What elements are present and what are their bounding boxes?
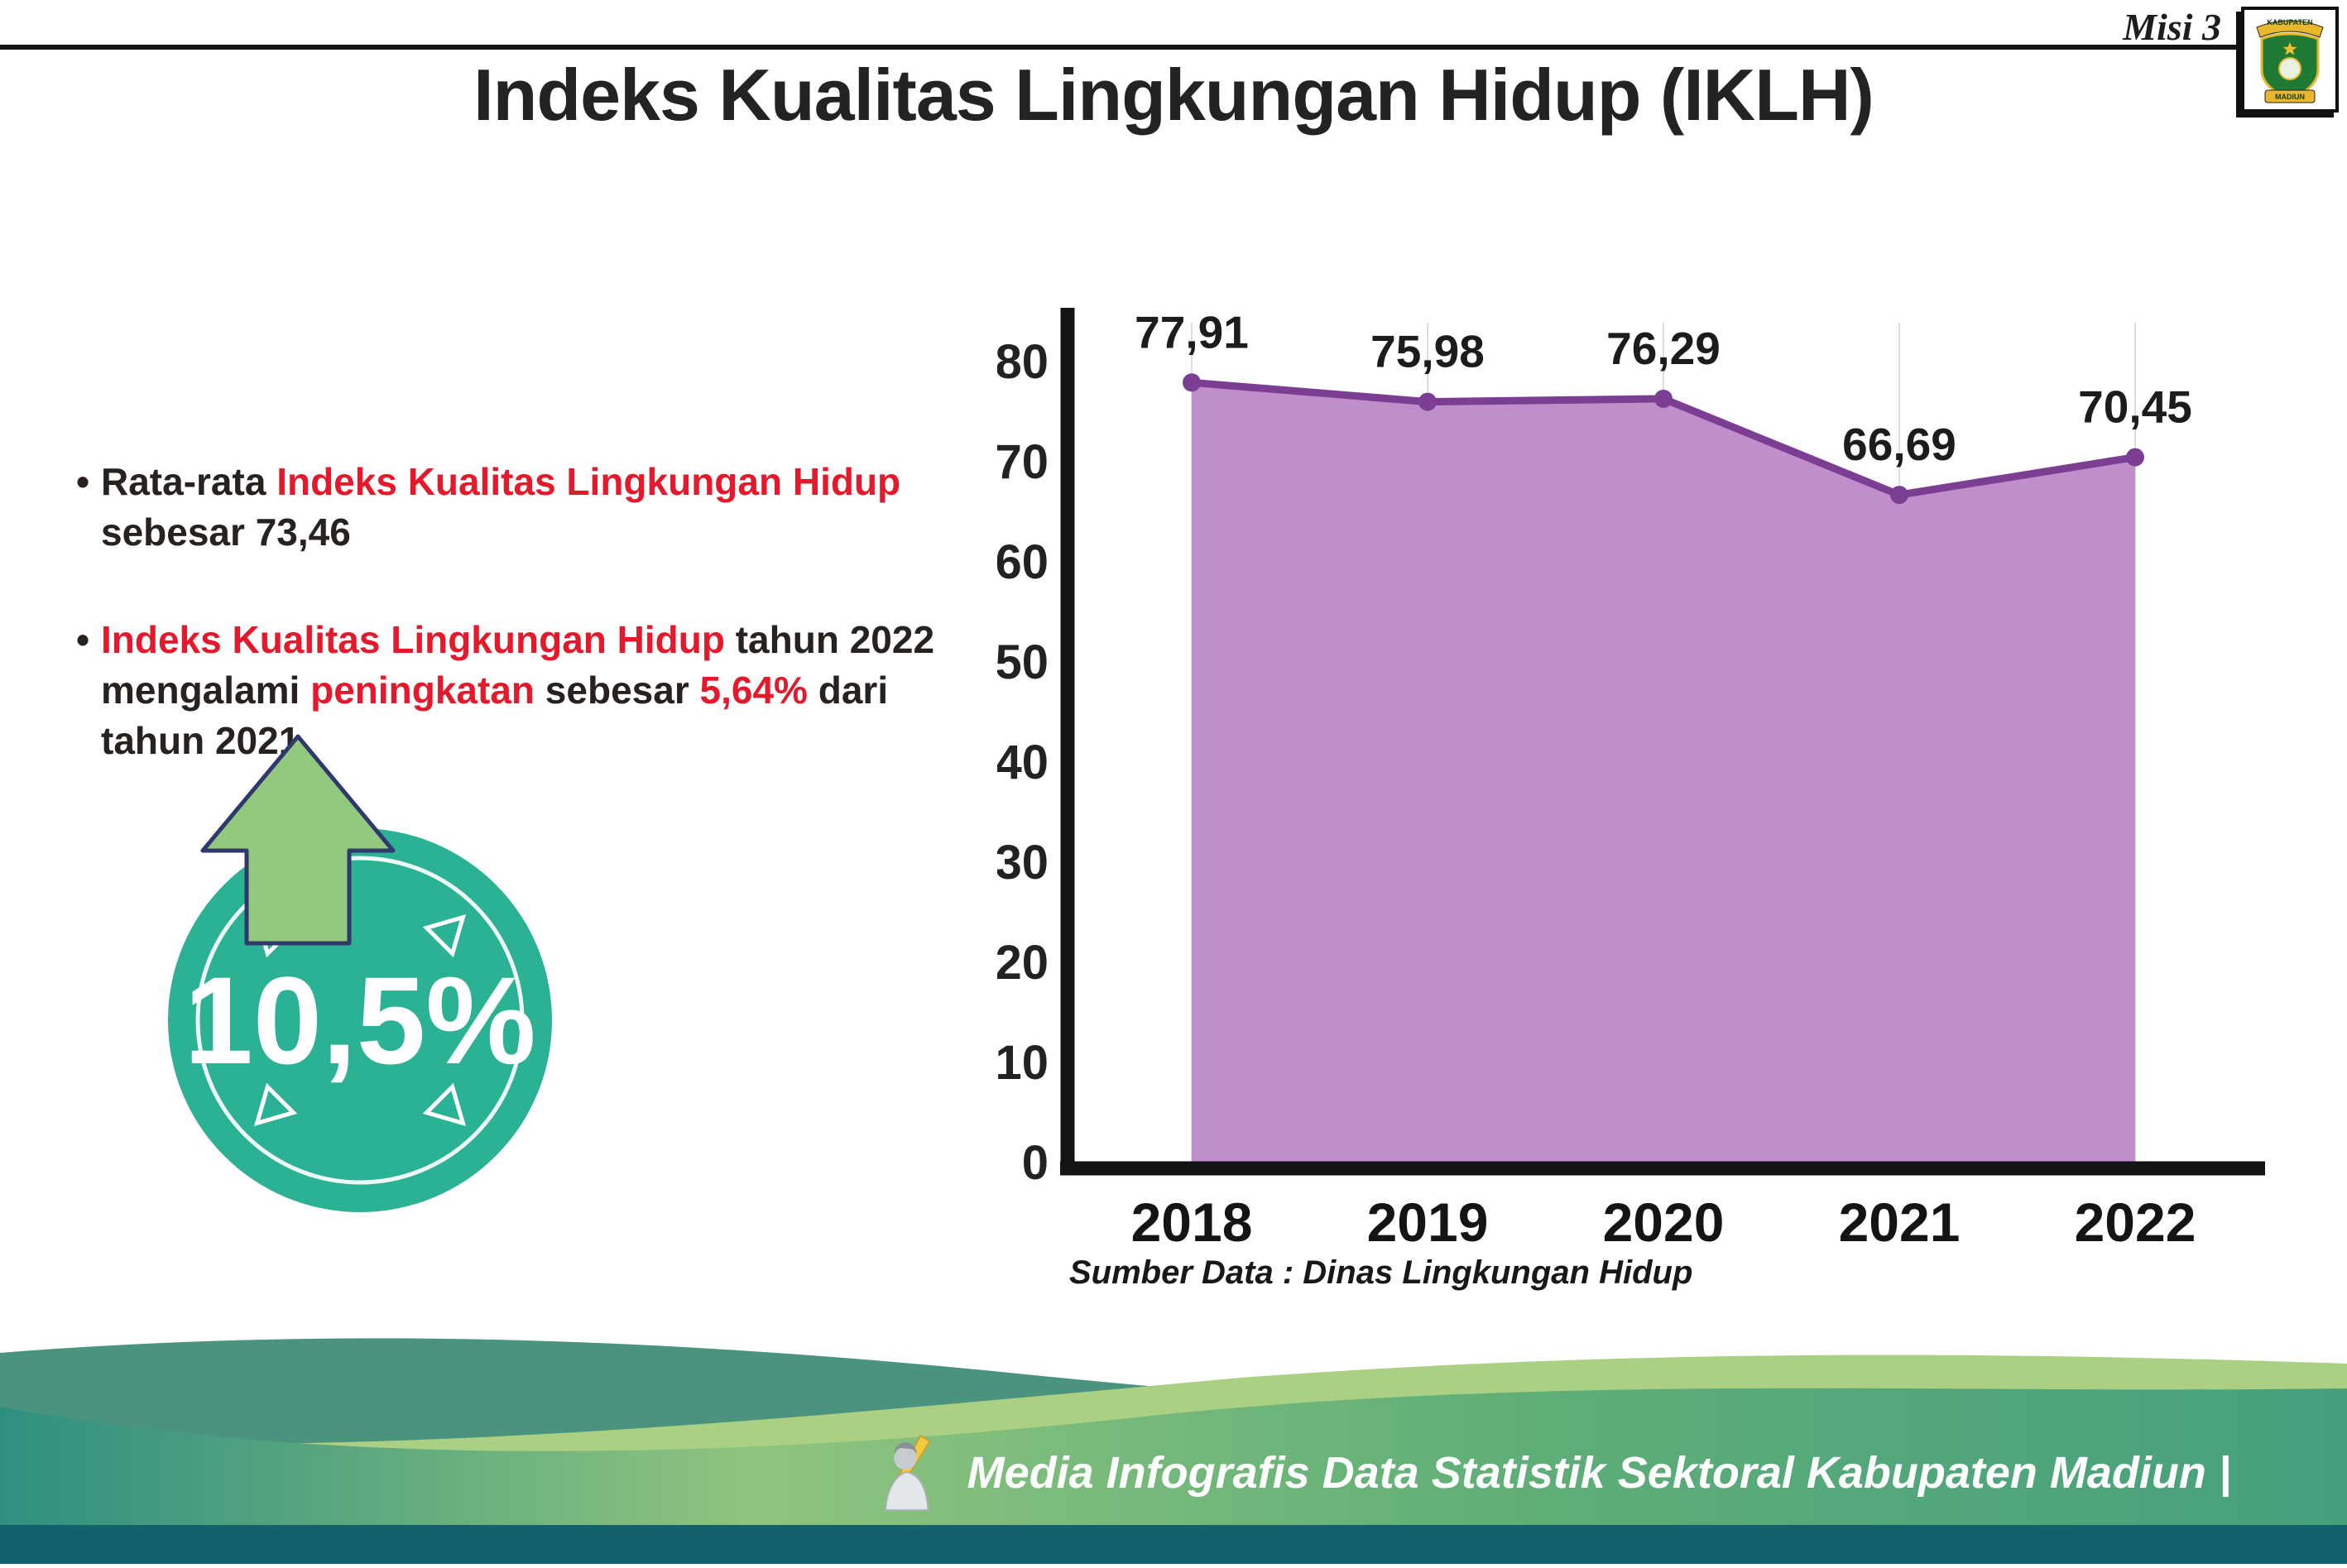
svg-text:2019: 2019 (1367, 1192, 1489, 1253)
svg-text:30: 30 (997, 836, 1049, 889)
bullet-increase-2022: • Indeks Kualitas Lingkungan Hidup tahun … (76, 615, 970, 765)
bullet2-seg2: tahun 2022 mengalami (101, 618, 935, 712)
svg-text:60: 60 (997, 535, 1049, 589)
bullet1-seg3: sebesar 73,46 (101, 510, 351, 554)
logo-banner-bottom: MADIUN (2275, 93, 2305, 101)
bullet2-seg5: 5,64% (699, 669, 808, 712)
bullet2-seg6: dari tahun 2021 (101, 669, 889, 762)
badge-value: 10,5% (184, 951, 535, 1090)
svg-text:77,91: 77,91 (1135, 306, 1249, 357)
svg-text:10: 10 (997, 1036, 1049, 1090)
svg-text:76,29: 76,29 (1606, 323, 1721, 374)
logo-frame: KABUPATEN MADIUN (2241, 7, 2339, 113)
bullet2-seg3: peningkatan (310, 669, 535, 712)
bullet-marker: • (76, 618, 90, 662)
svg-text:2018: 2018 (1131, 1192, 1253, 1253)
top-rule (0, 45, 2236, 50)
svg-text:2022: 2022 (2075, 1192, 2196, 1253)
misi-label: Misi 3 (2123, 6, 2221, 48)
svg-text:2021: 2021 (1839, 1192, 1961, 1253)
svg-text:20: 20 (997, 936, 1049, 990)
badge-notch-icon (253, 1082, 298, 1127)
svg-text:0: 0 (1022, 1136, 1049, 1190)
bullet-list: • Rata-rata Indeks Kualitas Lingkungan Hi… (76, 457, 970, 824)
badge-notch-icon (422, 913, 467, 958)
wave-main (0, 1388, 2347, 1564)
svg-text:2020: 2020 (1603, 1192, 1725, 1253)
logo-banner-top: KABUPATEN (2267, 18, 2312, 26)
bullet1-seg2: Indeks Kualitas Lingkungan Hidup (276, 460, 901, 503)
source-note: Sumber Data : Dinas Lingkungan Hidup (1069, 1254, 1693, 1291)
page-title: Indeks Kualitas Lingkungan Hidup (IKLH) (473, 54, 1874, 136)
svg-text:70,45: 70,45 (2078, 381, 2192, 433)
svg-text:70: 70 (997, 435, 1049, 489)
bullet1-seg1: Rata-rata (101, 460, 277, 503)
svg-text:75,98: 75,98 (1370, 326, 1485, 377)
footer-wave (0, 1316, 2347, 1564)
badge-notch-icon (422, 1082, 467, 1127)
svg-text:80: 80 (997, 335, 1049, 389)
badge-ring (195, 856, 525, 1185)
increase-badge: 10,5% (149, 718, 579, 1248)
svg-text:50: 50 (997, 635, 1049, 689)
bullet2-seg4: sebesar (535, 669, 700, 712)
bullet2-seg1: Indeks Kualitas Lingkungan Hidup (101, 618, 725, 662)
mascot-icon (884, 1434, 931, 1511)
up-arrow-icon (200, 734, 396, 946)
chart-canvas: 0 10 20 30 40 50 60 70 80 2018 2019 2020 2021 2022 77,… (995, 306, 2265, 1253)
kabupaten-madiun-crest-icon: KABUPATEN MADIUN (2256, 18, 2324, 103)
footer-credit-text: Media Infografis Data Statistik Sektoral… (967, 1448, 2231, 1498)
svg-text:66,69: 66,69 (1842, 419, 1956, 470)
footer-strip (0, 1525, 2347, 1564)
bullet-average-iklh: • Rata-rata Indeks Kualitas Lingkungan Hi… (76, 457, 970, 557)
svg-text:40: 40 (997, 736, 1049, 789)
footer-credit: Media Infografis Data Statistik Sektoral… (876, 1430, 2231, 1516)
iklh-area-chart: 0 10 20 30 40 50 60 70 80 2018 2019 2020 2021 2022 77,… (995, 290, 2272, 1291)
bullet-marker: • (76, 460, 90, 503)
